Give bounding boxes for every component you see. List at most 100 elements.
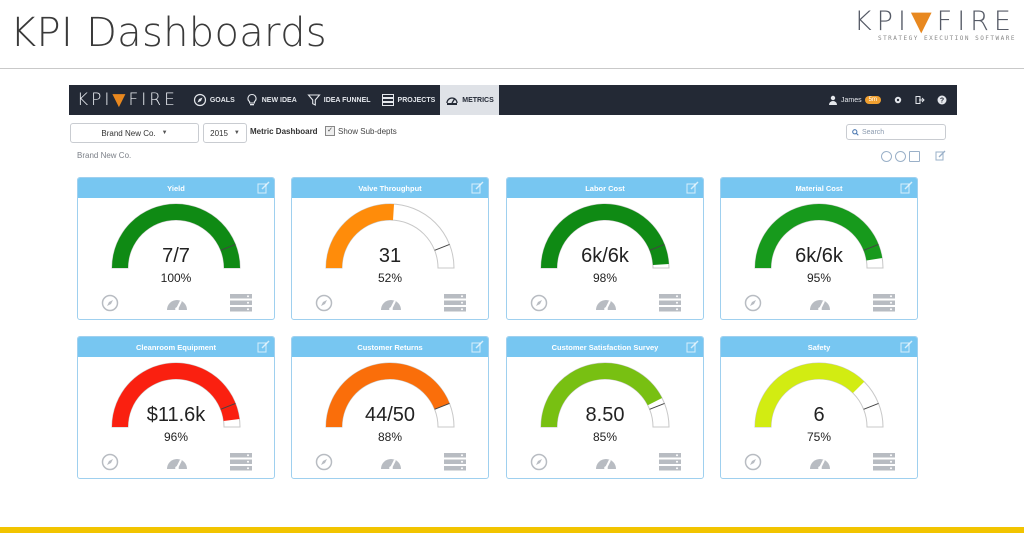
logout-icon[interactable] <box>915 95 925 105</box>
kpi-card[interactable]: Customer Returns 44/50 88% <box>291 336 489 479</box>
gauge-chart <box>540 362 670 428</box>
gauge-icon[interactable] <box>594 452 618 472</box>
kpi-value: 6 <box>813 404 825 426</box>
kpi-card-footer <box>78 290 274 316</box>
chevron-down-icon: ▼ <box>161 130 168 136</box>
nav-logo[interactable]: KPI▼FIRE <box>77 90 178 110</box>
kpi-percent: 75% <box>806 430 832 444</box>
kpi-card-footer <box>507 449 703 475</box>
gauge-chart <box>325 362 455 428</box>
app-window: KPI▼FIRE GOALS NEW IDEA IDEA FUNNEL PROJ… <box>69 85 957 485</box>
cloud-icon[interactable] <box>895 151 906 162</box>
kpi-value: 8.50 <box>585 404 625 426</box>
gauge-icon[interactable] <box>165 293 189 313</box>
kpi-card-footer <box>507 290 703 316</box>
slide-divider <box>0 68 1024 69</box>
nav-projects[interactable]: PROJECTS <box>376 85 441 115</box>
edit-icon[interactable] <box>900 181 913 194</box>
show-sub-depts-toggle[interactable]: ✓ Show Sub-depts <box>325 126 397 136</box>
gauge-chart <box>325 203 455 269</box>
kpi-card-footer <box>78 449 274 475</box>
kpi-percent: 100% <box>160 271 192 285</box>
gauge-target-marker <box>434 243 450 251</box>
kpi-card[interactable]: Yield 7/7 100% <box>77 177 275 320</box>
breadcrumb: Brand New Co. <box>77 151 132 160</box>
nav-metrics[interactable]: METRICS <box>440 85 499 115</box>
department-select[interactable]: Brand New Co. ▼ <box>70 123 199 143</box>
help-icon[interactable]: ? <box>937 95 947 105</box>
nav-idea-funnel[interactable]: IDEA FUNNEL <box>302 85 376 115</box>
edit-icon[interactable] <box>686 340 699 353</box>
kpi-card-footer <box>292 449 488 475</box>
toolbar: Brand New Co. ▼ 2015 ▼ Metric Dashboard ✓ … <box>69 123 957 145</box>
kpi-card[interactable]: Labor Cost 6k/6k 98% <box>506 177 704 320</box>
compass-icon[interactable] <box>744 294 762 312</box>
compass-icon[interactable] <box>101 453 119 471</box>
kpi-card[interactable]: Cleanroom Equipment $11.6k 96% <box>77 336 275 479</box>
search-icon <box>852 128 859 136</box>
edit-icon[interactable] <box>471 181 484 194</box>
compass-icon[interactable] <box>744 453 762 471</box>
kpi-card-footer <box>292 290 488 316</box>
close-circle-icon[interactable] <box>881 151 892 162</box>
kpi-card[interactable]: Safety 6 75% <box>720 336 918 479</box>
kpi-card[interactable]: Material Cost 6k/6k 95% <box>720 177 918 320</box>
lightbulb-icon <box>247 93 257 106</box>
user-badge: 5m <box>864 96 881 104</box>
compass-icon[interactable] <box>530 453 548 471</box>
gauge-chart <box>540 203 670 269</box>
list-icon[interactable] <box>230 453 252 471</box>
kpi-card-title: Customer Returns <box>292 337 488 357</box>
slide-title: KPI Dashboards <box>10 10 327 56</box>
kpi-card-footer <box>721 449 917 475</box>
kpi-card[interactable]: Valve Throughput 31 52% <box>291 177 489 320</box>
nav-new-idea[interactable]: NEW IDEA <box>240 85 302 115</box>
gauge-target-marker <box>649 243 665 251</box>
image-icon[interactable] <box>909 151 920 162</box>
list-icon[interactable] <box>444 294 466 312</box>
list-icon[interactable] <box>873 453 895 471</box>
nav-goals[interactable]: GOALS <box>188 85 240 115</box>
gauge-target-marker <box>649 402 665 410</box>
kpi-card[interactable]: Customer Satisfaction Survey 8.50 85% <box>506 336 704 479</box>
compass-icon[interactable] <box>101 294 119 312</box>
list-icon[interactable] <box>659 294 681 312</box>
kpi-card-title: Yield <box>78 178 274 198</box>
gauge-fill <box>326 363 450 427</box>
gear-icon[interactable] <box>893 95 903 105</box>
gauge-icon[interactable] <box>594 293 618 313</box>
show-sub-depts-checkbox[interactable]: ✓ <box>325 126 335 136</box>
kpi-value: 7/7 <box>162 245 190 267</box>
edit-icon[interactable] <box>686 181 699 194</box>
gauge-icon[interactable] <box>808 452 832 472</box>
compass-icon[interactable] <box>315 453 333 471</box>
edit-icon[interactable] <box>935 150 946 161</box>
logo-tagline: STRATEGY EXECUTION SOFTWARE <box>877 35 1016 42</box>
gauge-fill <box>755 363 865 427</box>
gauge-target-marker <box>863 243 879 251</box>
list-icon[interactable] <box>659 453 681 471</box>
gauge-icon[interactable] <box>165 452 189 472</box>
edit-icon[interactable] <box>900 340 913 353</box>
user-menu[interactable]: James 5m <box>828 95 881 105</box>
list-icon[interactable] <box>873 294 895 312</box>
year-select[interactable]: 2015 ▼ <box>203 123 247 143</box>
list-icon[interactable] <box>444 453 466 471</box>
gauge-icon[interactable] <box>379 452 403 472</box>
edit-icon[interactable] <box>257 340 270 353</box>
gauge-icon[interactable] <box>808 293 832 313</box>
kpi-percent: 52% <box>377 271 403 285</box>
chevron-down-icon: ▼ <box>233 130 240 136</box>
nav-right: James 5m ? <box>828 95 957 105</box>
kpi-card-title: Cleanroom Equipment <box>78 337 274 357</box>
edit-icon[interactable] <box>471 340 484 353</box>
gauge-icon[interactable] <box>379 293 403 313</box>
edit-icon[interactable] <box>257 181 270 194</box>
list-icon[interactable] <box>230 294 252 312</box>
gauge-icon <box>446 97 458 105</box>
gauge-target-marker <box>434 402 450 410</box>
kpi-value: 44/50 <box>364 404 416 426</box>
compass-icon[interactable] <box>315 294 333 312</box>
search-input[interactable]: Search <box>846 124 946 140</box>
compass-icon[interactable] <box>530 294 548 312</box>
